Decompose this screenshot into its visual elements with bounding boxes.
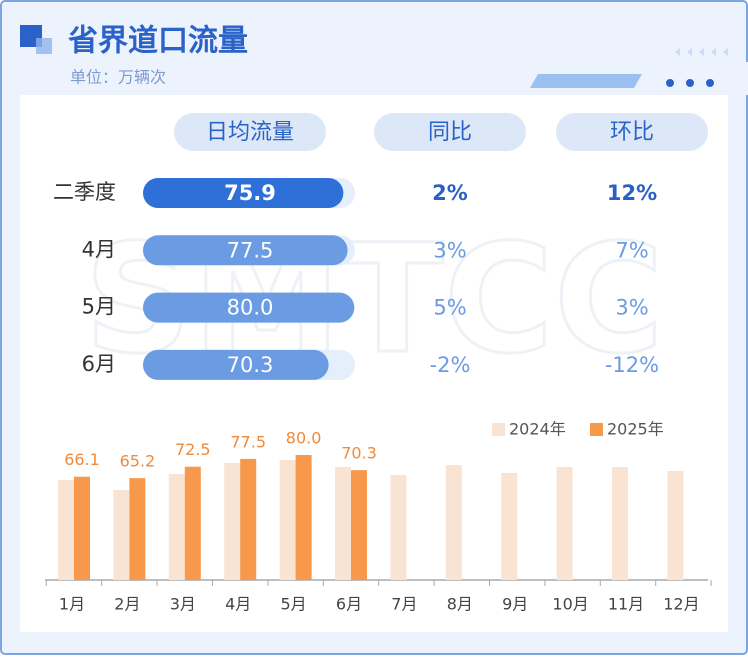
cell-value: 12% — [607, 181, 657, 205]
data-label: 72.5 — [175, 440, 211, 459]
x-tick-label: 9月 — [502, 595, 528, 614]
legend-label: 2024年 — [509, 420, 566, 439]
x-tick-label: 7月 — [391, 595, 417, 614]
data-label: 65.2 — [120, 452, 156, 471]
bar — [184, 466, 201, 580]
column-pill — [174, 113, 326, 151]
data-label: 70.3 — [341, 444, 377, 463]
cell-value: 3% — [615, 296, 648, 320]
bar — [501, 472, 518, 580]
bar — [667, 470, 684, 580]
tab — [640, 62, 748, 95]
bar — [351, 470, 367, 580]
x-tick-label: 8月 — [447, 595, 473, 614]
row-label: 6月 — [82, 352, 116, 376]
legend-swatch — [590, 423, 603, 436]
bar — [113, 490, 130, 580]
title: 省界道口流量 — [68, 24, 248, 59]
bar — [129, 478, 146, 580]
bar — [224, 462, 241, 580]
data-label: 77.5 — [230, 432, 266, 451]
cell-value: 77.5 — [227, 238, 274, 262]
x-tick-label: 4月 — [225, 595, 251, 614]
cell-value: 5% — [433, 296, 466, 320]
bar — [240, 458, 257, 580]
cell-value: 7% — [615, 238, 648, 262]
cell-value: 70.3 — [227, 353, 274, 377]
cell-value: -2% — [430, 353, 471, 377]
icon — [36, 38, 52, 54]
bar — [612, 467, 628, 580]
table-bar — [143, 292, 355, 323]
table-bar — [143, 178, 344, 208]
row-label: 4月 — [82, 237, 116, 261]
column-header: 日均流量 — [206, 120, 294, 145]
x-tick-label: 5月 — [281, 595, 307, 614]
cell-value: 75.9 — [224, 181, 276, 205]
cell-value: 2% — [432, 181, 468, 205]
legend-swatch — [492, 423, 505, 436]
x-tick-label: 6月 — [336, 595, 362, 614]
bar — [445, 465, 462, 580]
x-tick-label: 3月 — [170, 595, 196, 614]
table-bar — [143, 349, 329, 380]
row-label: 二季度 — [53, 180, 116, 204]
legend-label: 2025年 — [607, 420, 664, 439]
bar — [168, 474, 185, 580]
row-label: 5月 — [82, 295, 116, 319]
bar — [390, 475, 407, 580]
decor — [530, 48, 728, 88]
bar — [335, 467, 351, 580]
column-pill — [374, 113, 526, 151]
bar — [58, 480, 74, 580]
x-tick-label: 11月 — [608, 595, 644, 614]
column-header: 同比 — [428, 120, 472, 145]
data-label: 66.1 — [64, 450, 100, 469]
cell-value: 80.0 — [227, 296, 274, 320]
column-pill — [556, 113, 708, 151]
x-tick-label: 12月 — [663, 595, 699, 614]
bar — [74, 476, 90, 580]
cell-value: 3% — [433, 238, 466, 262]
column-header: 环比 — [610, 120, 654, 145]
x-tick-label: 2月 — [114, 595, 140, 614]
bar — [295, 455, 312, 580]
bar — [279, 460, 296, 580]
x-tick-label: 1月 — [59, 595, 85, 614]
bar — [556, 467, 573, 580]
data-label: 80.0 — [286, 429, 322, 448]
table-bar — [143, 235, 348, 266]
unit: 单位：万辆次 — [70, 68, 166, 87]
cell-value: -12% — [605, 353, 659, 377]
x-tick-label: 10月 — [552, 595, 588, 614]
